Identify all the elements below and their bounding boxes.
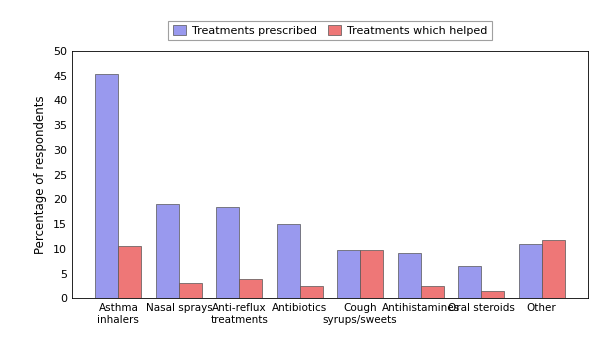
Bar (458, 266, 481, 298)
Bar (95, 74, 118, 298)
Bar (277, 224, 300, 298)
Bar (156, 205, 179, 298)
Bar (481, 291, 504, 298)
Bar (239, 279, 262, 298)
Bar (300, 286, 323, 298)
Legend: Treatments prescribed, Treatments which helped: Treatments prescribed, Treatments which … (169, 21, 491, 40)
Bar (360, 250, 383, 298)
Bar (398, 253, 421, 298)
Bar (118, 245, 142, 298)
Bar (217, 207, 239, 298)
Bar (518, 244, 542, 298)
Bar (542, 240, 565, 298)
Bar (179, 283, 202, 298)
Y-axis label: Percentage of respondents: Percentage of respondents (34, 95, 47, 254)
Bar (337, 250, 360, 298)
Bar (421, 286, 443, 298)
